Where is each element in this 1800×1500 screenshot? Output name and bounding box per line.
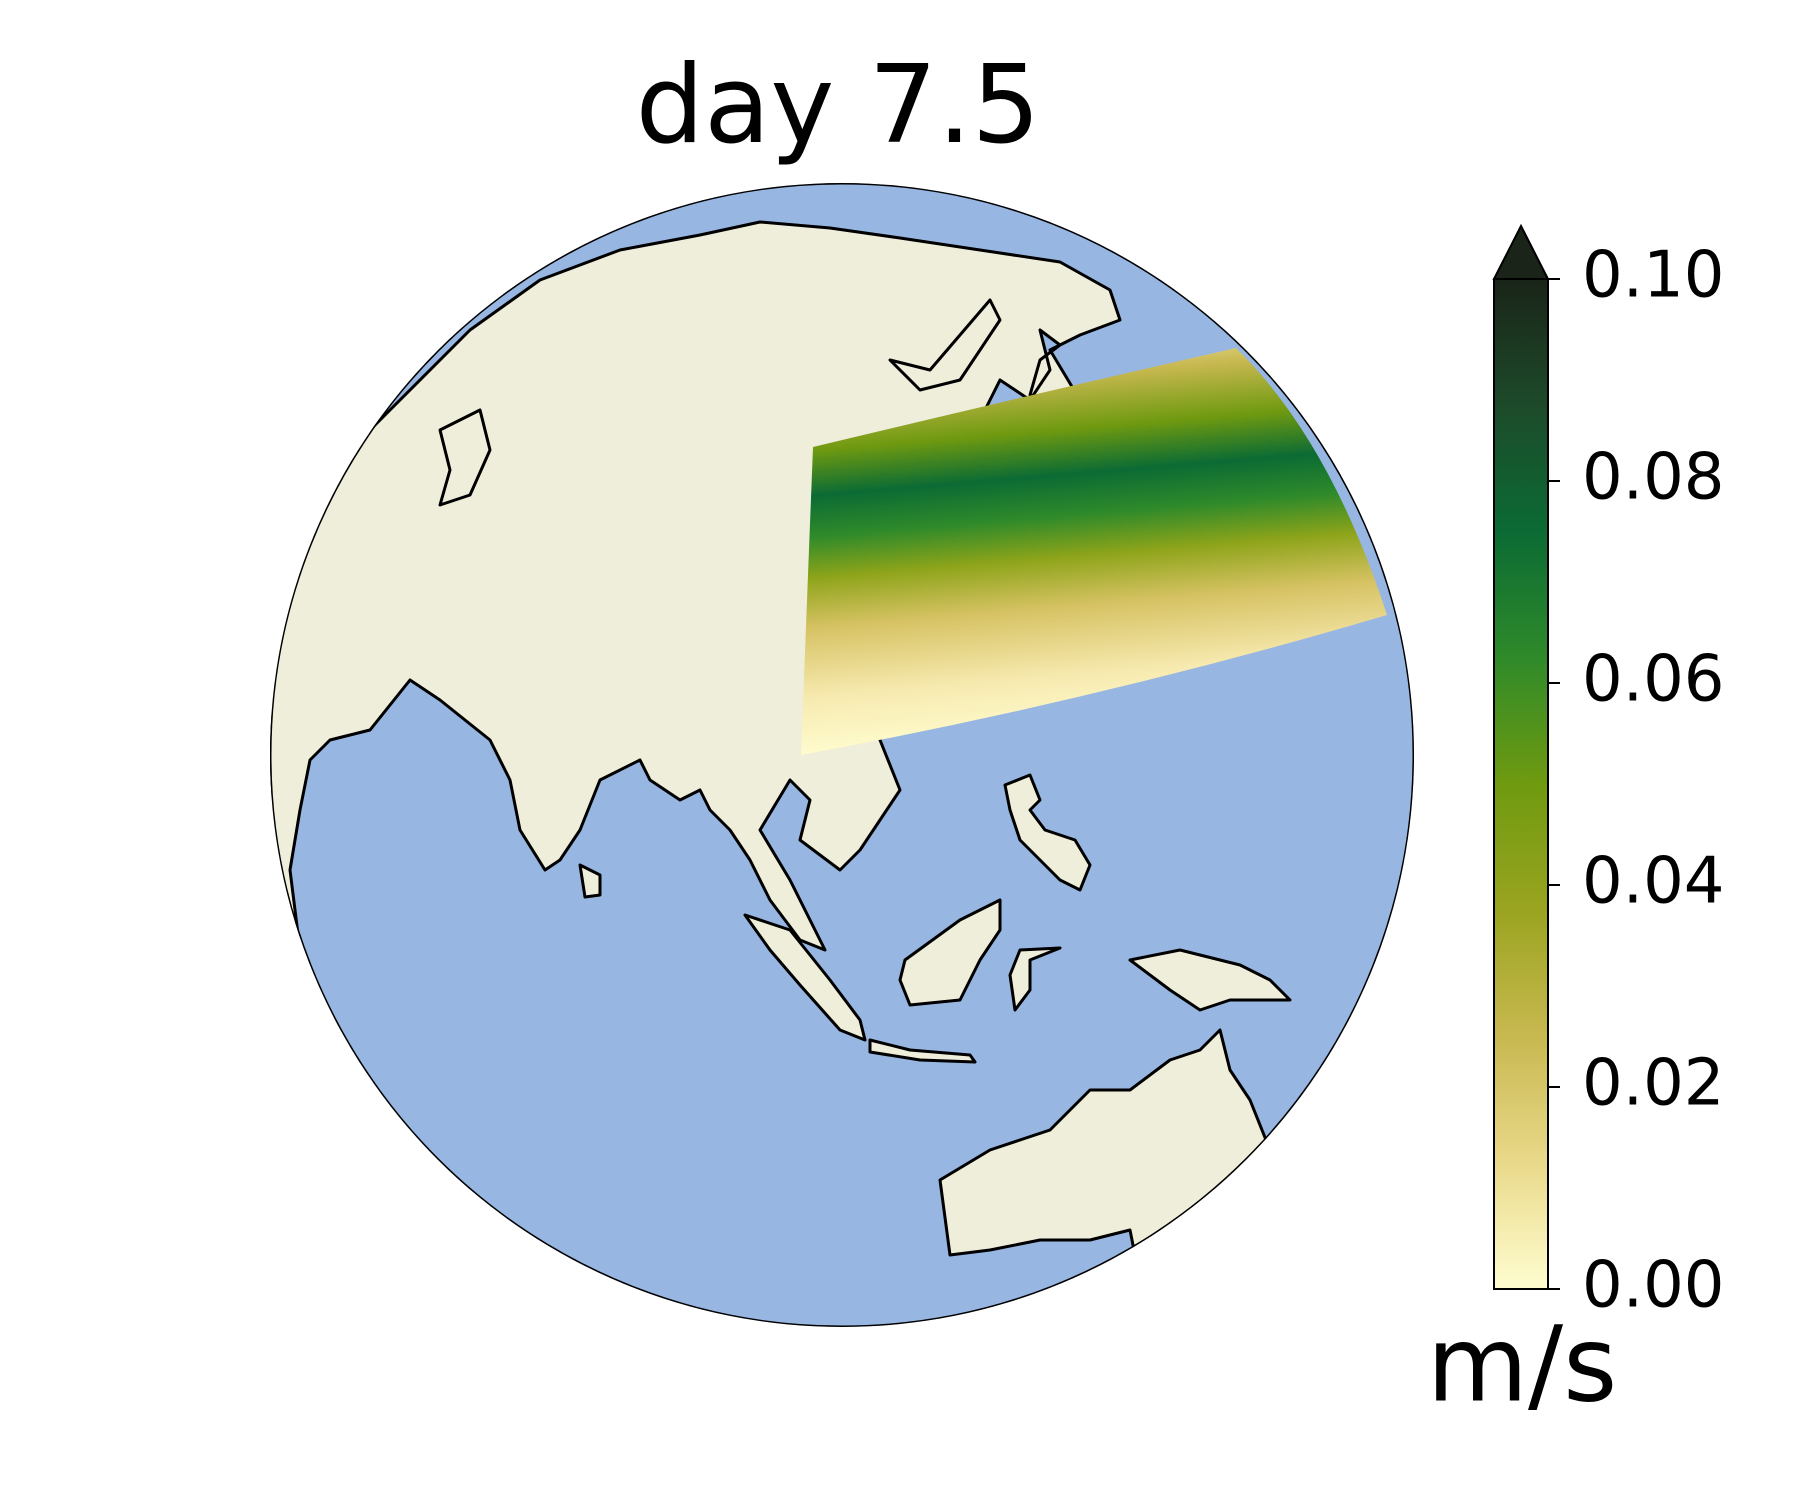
colorbar-tick-label: 0.06: [1582, 643, 1725, 717]
colorbar-tick-label: 0.10: [1582, 239, 1725, 313]
wind-field: [801, 348, 1387, 755]
colorbar: 0.00 0.02 0.04 0.06 0.08 0.10 m/s: [1427, 223, 1725, 1425]
globe: [270, 183, 1414, 1327]
colorbar-gradient: [1494, 279, 1548, 1289]
colorbar-tick-label: 0.04: [1582, 845, 1725, 919]
colorbar-tick-label: 0.02: [1582, 1047, 1725, 1121]
colorbar-tick-label: 0.00: [1582, 1249, 1725, 1323]
colorbar-extension: [1492, 223, 1550, 280]
colorbar-label: m/s: [1427, 1303, 1618, 1425]
colorbar-outline: [1493, 278, 1549, 1290]
colorbar-tick-label: 0.08: [1582, 441, 1725, 515]
title: day 7.5: [636, 43, 1041, 168]
